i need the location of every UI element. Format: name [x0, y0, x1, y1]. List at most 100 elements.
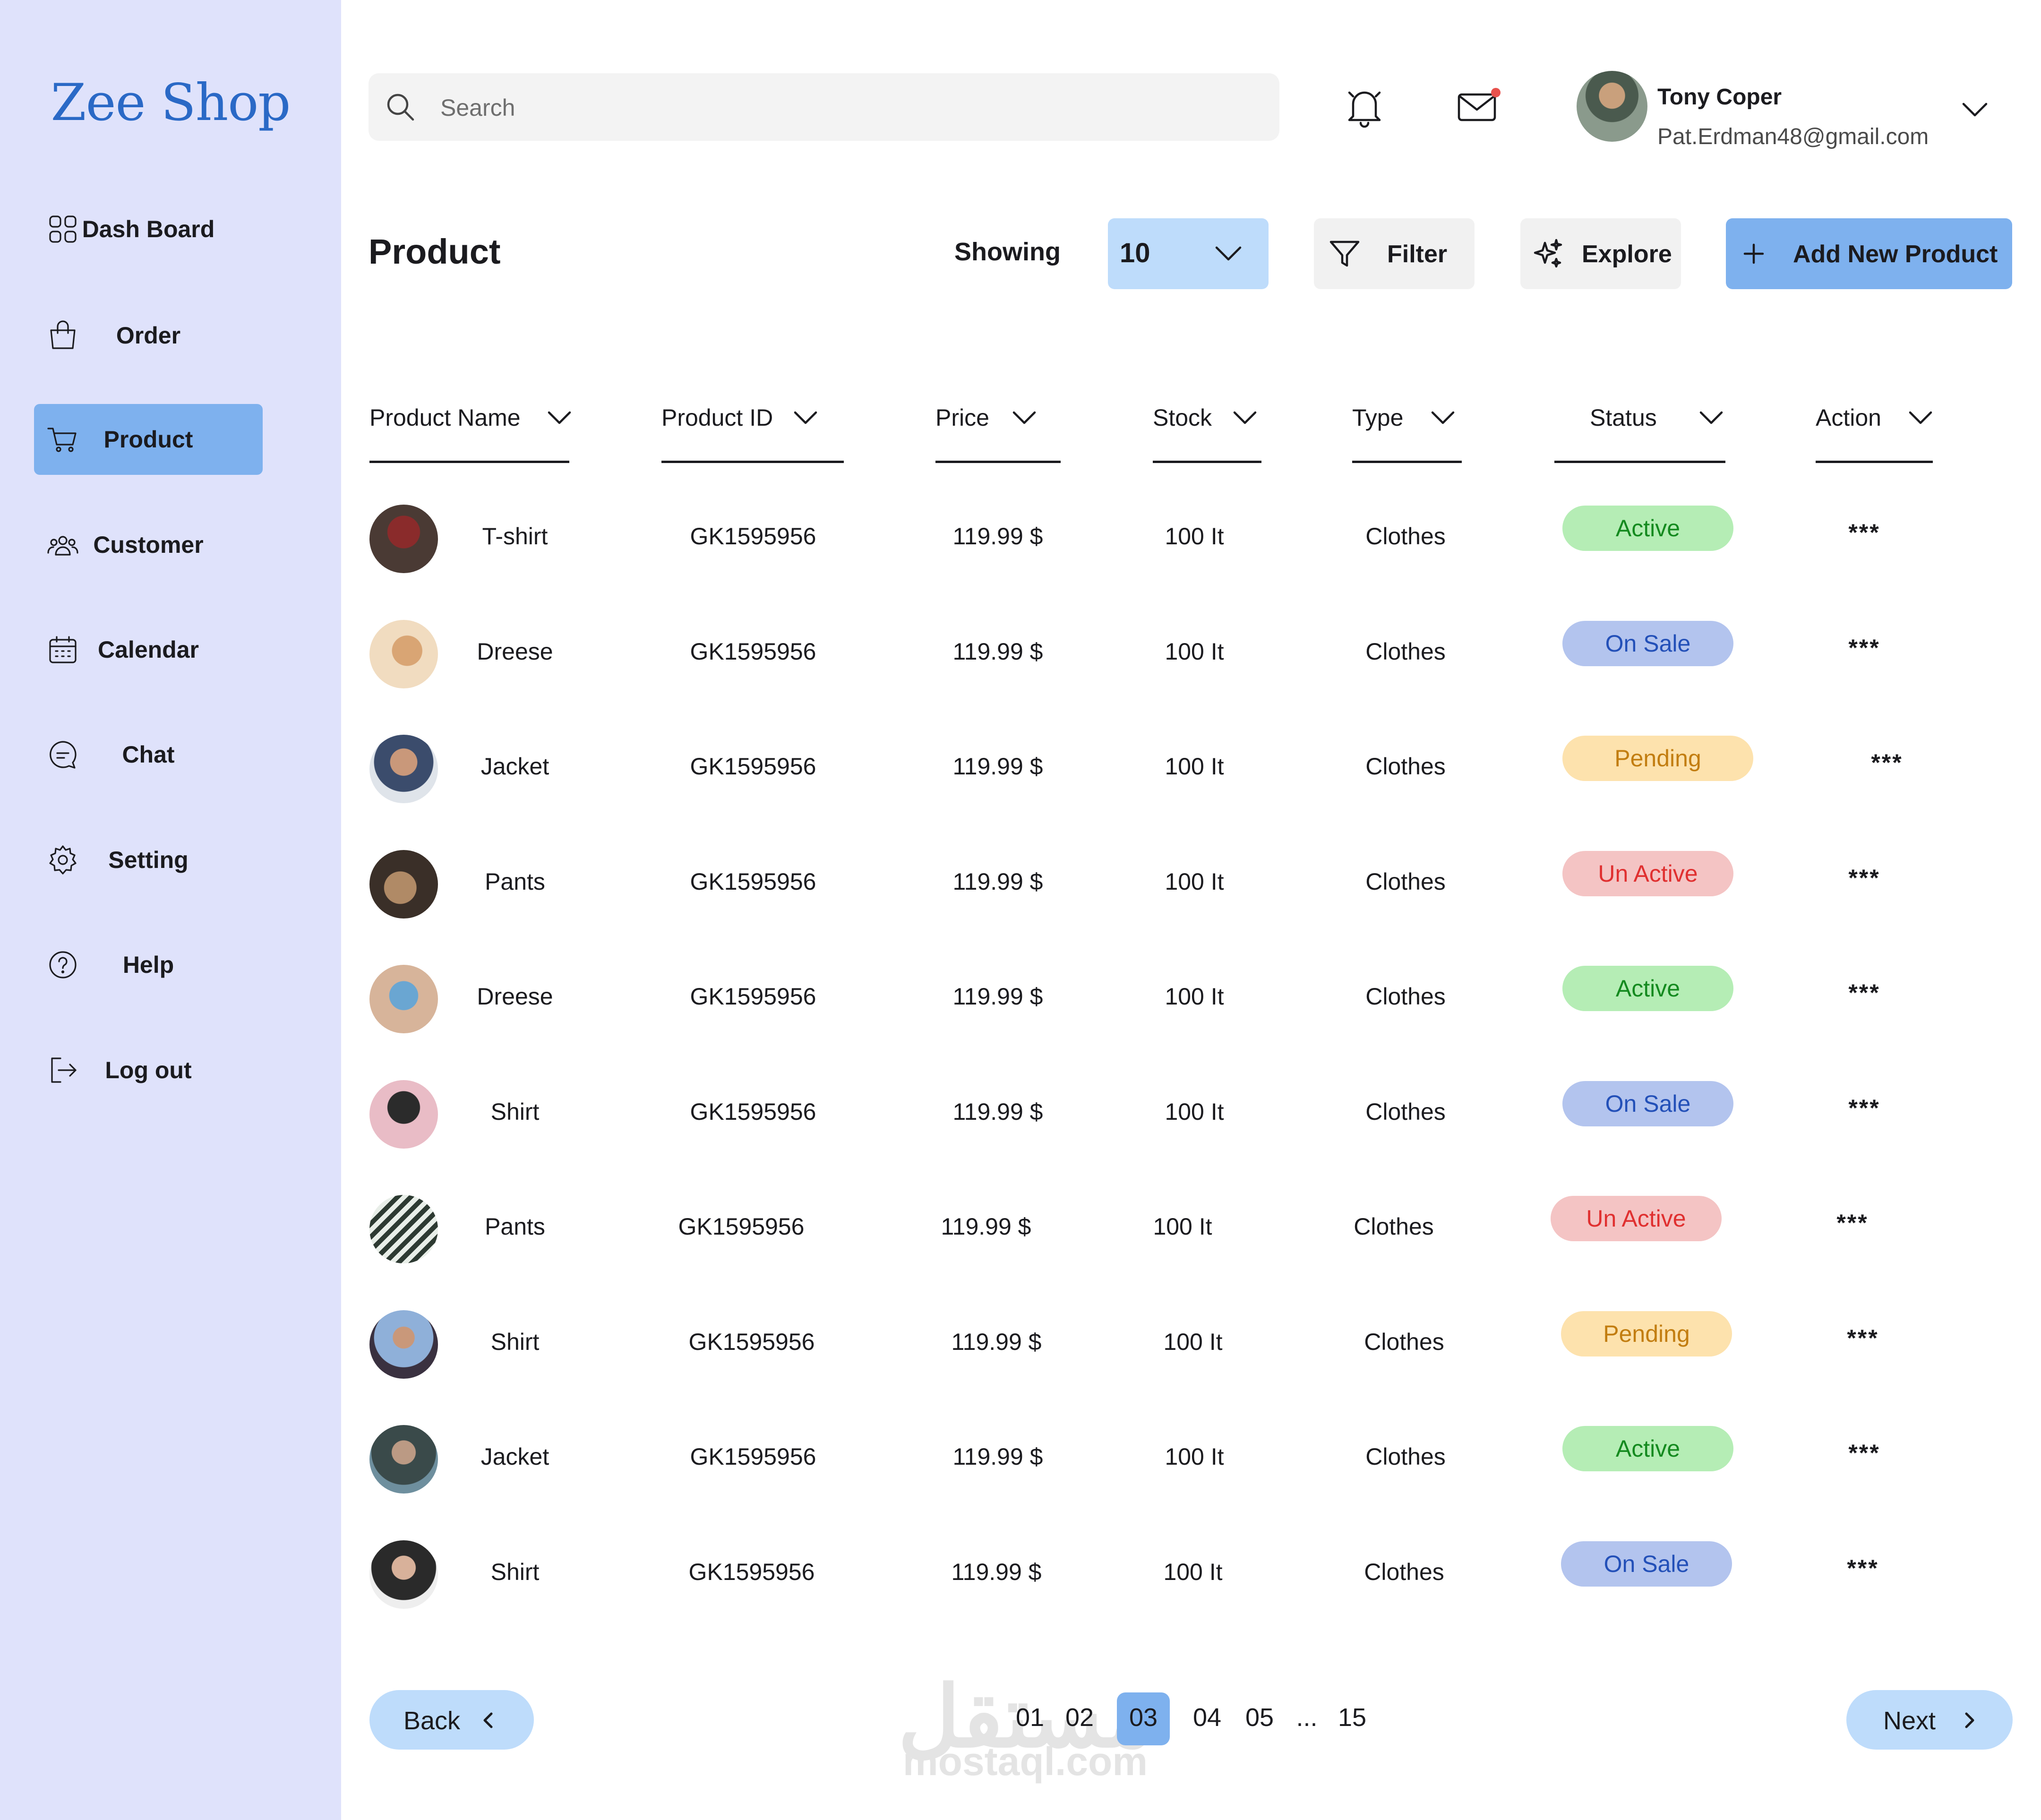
back-button[interactable]: Back	[369, 1690, 534, 1750]
product-price: 119.99 $	[941, 1213, 1031, 1240]
product-type: Clothes	[1365, 523, 1446, 549]
table-row[interactable]: Shirt GK1595956 119.99 $ 100 It Clothes Pendi…	[0, 1310, 2041, 1424]
table-row[interactable]: Pants GK1595956 119.99 $ 100 It Clothes Un Ac…	[0, 850, 2041, 963]
product-id: GK1595956	[690, 1099, 816, 1125]
product-thumbnail	[369, 1310, 438, 1379]
page-number[interactable]: 05	[1245, 1703, 1274, 1732]
chevron-down-icon[interactable]	[1005, 399, 1043, 437]
column-header-label: Price	[935, 404, 989, 431]
sidebar: Zee Shop Dash Board Order Product Custom…	[0, 0, 341, 1820]
column-header-action[interactable]: Action	[1816, 399, 1933, 463]
row-actions-menu[interactable]: ***	[1847, 1325, 1879, 1351]
product-type: Clothes	[1365, 638, 1446, 665]
row-actions-menu[interactable]: ***	[1871, 749, 1903, 776]
product-stock: 100 It	[1165, 523, 1224, 549]
shopping-cart-icon	[46, 423, 79, 456]
column-header-stock[interactable]: Stock	[1153, 399, 1261, 463]
page-number[interactable]: 15	[1338, 1703, 1367, 1732]
row-actions-menu[interactable]: ***	[1848, 635, 1880, 661]
product-id: GK1595956	[690, 523, 816, 549]
watermark-text: mostaql.com	[902, 1739, 1148, 1784]
sidebar-item-label: Product	[103, 426, 193, 453]
row-actions-menu[interactable]: ***	[1836, 1210, 1869, 1236]
sparkles-icon	[1531, 236, 1566, 271]
sidebar-item-label: Log out	[105, 1057, 192, 1083]
page-number-current[interactable]: 03	[1129, 1703, 1158, 1732]
sidebar-item-dashboard[interactable]: Dash Board	[34, 194, 263, 265]
row-actions-menu[interactable]: ***	[1848, 1095, 1880, 1121]
table-row[interactable]: T-shirt GK1595956 119.99 $ 100 It Clothes Act…	[0, 505, 2041, 618]
search-input[interactable]	[439, 87, 1244, 128]
search-bar[interactable]	[369, 73, 1279, 141]
user-name: Tony Coper	[1657, 85, 1782, 110]
product-name: T-shirt	[482, 523, 548, 549]
row-actions-menu[interactable]: ***	[1847, 1555, 1879, 1581]
page-number[interactable]: 04	[1192, 1703, 1222, 1732]
pagination-ellipsis: ...	[1296, 1703, 1318, 1732]
chevron-down-icon[interactable]	[1956, 91, 1994, 129]
chevron-down-icon[interactable]	[787, 399, 824, 437]
page-size-select[interactable]: 10	[1108, 218, 1269, 289]
product-thumbnail	[369, 850, 438, 919]
sidebar-item-setting[interactable]: Setting	[34, 824, 263, 895]
product-type: Clothes	[1365, 1443, 1446, 1470]
column-header-price[interactable]: Price	[935, 399, 1061, 463]
product-price: 119.99 $	[952, 638, 1043, 665]
column-header-product-id[interactable]: Product ID	[661, 399, 844, 463]
sidebar-item-customer[interactable]: Customer	[34, 509, 263, 580]
chevron-down-icon[interactable]	[1226, 399, 1264, 437]
product-stock: 100 It	[1163, 1329, 1223, 1355]
table-row[interactable]: Pants GK1595956 119.99 $ 100 It Clothes Un Ac…	[0, 1195, 2041, 1308]
sidebar-item-logout[interactable]: Log out	[34, 1035, 263, 1106]
chevron-down-icon[interactable]	[540, 399, 578, 437]
product-id: GK1595956	[690, 638, 816, 665]
sidebar-item-chat[interactable]: Chat	[34, 719, 263, 790]
sidebar-item-calendar[interactable]: Calendar	[34, 614, 263, 685]
page-number[interactable]: 02	[1065, 1703, 1094, 1732]
column-header-product-name[interactable]: Product Name	[369, 399, 571, 463]
sidebar-item-label: Setting	[108, 847, 189, 873]
column-header-label: Status	[1590, 404, 1657, 431]
product-thumbnail	[369, 965, 438, 1033]
product-stock: 100 It	[1153, 1213, 1212, 1240]
product-stock: 100 It	[1165, 983, 1224, 1010]
explore-label: Explore	[1582, 240, 1672, 268]
avatar[interactable]	[1577, 71, 1647, 142]
next-button[interactable]: Next	[1846, 1690, 2013, 1750]
page-size-value: 10	[1120, 238, 1150, 268]
explore-button[interactable]: Explore	[1520, 218, 1681, 289]
product-type: Clothes	[1354, 1213, 1434, 1240]
table-row[interactable]: Shirt GK1595956 119.99 $ 100 It Clothes On Sa…	[0, 1080, 2041, 1193]
unread-indicator	[1491, 88, 1501, 97]
table-row[interactable]: Jacket GK1595956 119.99 $ 100 It Clothes Acti…	[0, 1425, 2041, 1538]
product-name: Shirt	[490, 1099, 540, 1125]
product-name: Dreese	[477, 638, 553, 665]
sidebar-item-help[interactable]: Help	[34, 929, 263, 1000]
sidebar-item-order[interactable]: Order	[34, 300, 263, 371]
bell-icon[interactable]	[1341, 83, 1388, 130]
row-actions-menu[interactable]: ***	[1848, 1440, 1880, 1466]
table-row[interactable]: Dreese GK1595956 119.99 $ 100 It Clothes On S…	[0, 620, 2041, 733]
add-new-product-button[interactable]: Add New Product	[1726, 218, 2012, 289]
sidebar-item-product[interactable]: Product	[34, 404, 263, 475]
column-header-status[interactable]: Status	[1554, 399, 1725, 463]
page-number[interactable]: 01	[1015, 1703, 1045, 1732]
column-header-type[interactable]: Type	[1352, 399, 1462, 463]
page-title: Product	[369, 232, 501, 271]
chevron-down-icon[interactable]	[1902, 399, 1939, 437]
table-row[interactable]: Shirt GK1595956 119.99 $ 100 It Clothes On Sa…	[0, 1540, 2041, 1654]
chevron-down-icon[interactable]	[1424, 399, 1462, 437]
row-actions-menu[interactable]: ***	[1848, 519, 1880, 546]
table-row[interactable]: Dreese GK1595956 119.99 $ 100 It Clothes Acti…	[0, 965, 2041, 1078]
row-actions-menu[interactable]: ***	[1848, 979, 1880, 1006]
filter-button[interactable]: Filter	[1314, 218, 1475, 289]
product-name: Pants	[485, 1213, 545, 1240]
table-row[interactable]: Jacket GK1595956 119.99 $ 100 It Clothes Pend…	[0, 735, 2041, 848]
showing-label: Showing	[954, 238, 1061, 266]
mail-icon[interactable]	[1453, 83, 1501, 130]
product-id: GK1595956	[678, 1213, 805, 1240]
chevron-down-icon[interactable]	[1692, 399, 1730, 437]
product-id: GK1595956	[690, 753, 816, 780]
sidebar-item-label: Help	[122, 952, 174, 978]
row-actions-menu[interactable]: ***	[1848, 865, 1880, 891]
